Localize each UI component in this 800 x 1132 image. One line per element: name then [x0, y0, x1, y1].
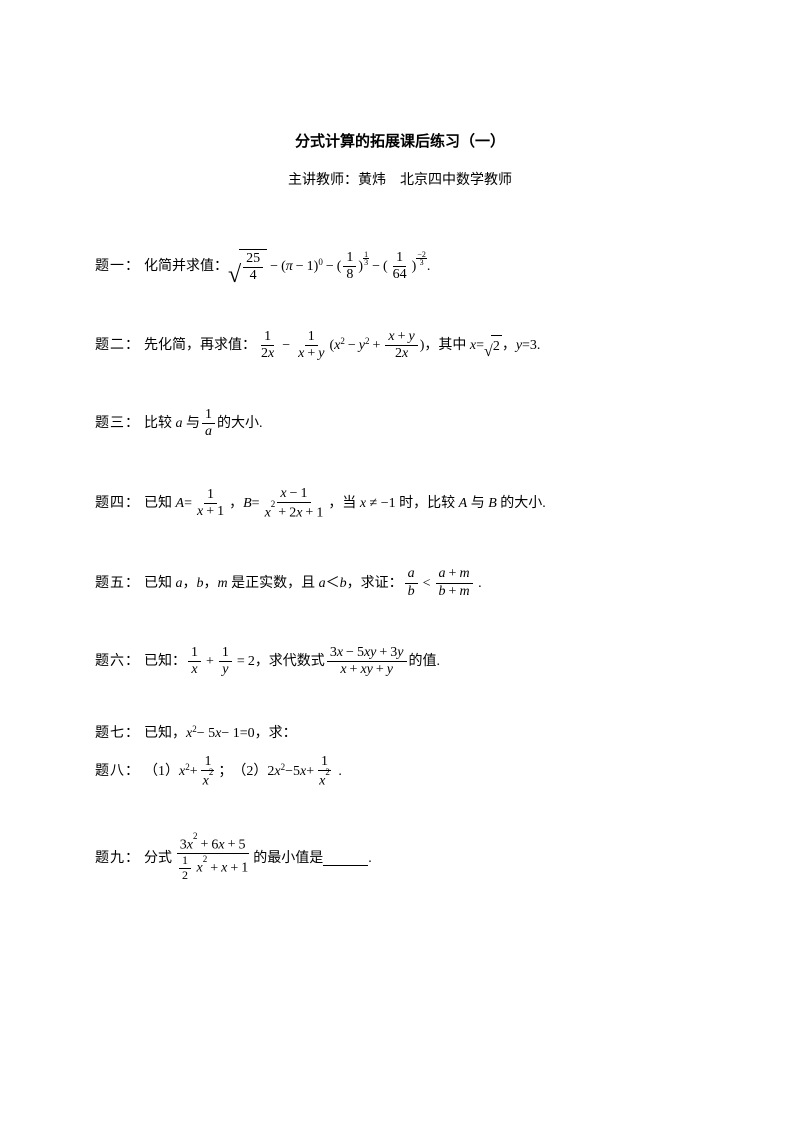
problem-5: 题五： 已知 a， b， m 是正实数，且 a ＜ b ，求证： ab < a+…	[95, 566, 705, 599]
problem-7: 题七： 已知， x2 − 5x − 1=0，求：	[95, 723, 705, 744]
problem-8: 题八： （1） x2+ 1x2 ； （2）2 x2 −5 x + 1x2 .	[95, 754, 705, 790]
value: x= √2	[466, 335, 501, 357]
page-title: 分式计算的拓展课后练习（一）	[95, 130, 705, 151]
problem-2: 题二： 先化简，再求值： 12x − 1x+y (x2 −y2 + x+y2x …	[95, 329, 705, 362]
problem-text: 比较	[144, 413, 172, 434]
value: y=3.	[516, 335, 541, 356]
expression: 12x − 1x+y (x2 −y2 + x+y2x )	[256, 329, 424, 362]
problem-text: 化简并求值：	[144, 256, 228, 277]
problem-label: 题九：	[95, 848, 140, 869]
page-subtitle: 主讲教师：黄炜 北京四中数学教师	[95, 169, 705, 189]
problem-label: 题二：	[95, 335, 140, 356]
problem-text: 先化简，再求值：	[144, 335, 256, 356]
problem-label: 题一：	[95, 256, 140, 277]
problem-label: 题四：	[95, 493, 140, 514]
answer-blank[interactable]	[323, 851, 368, 866]
problem-text: ，其中	[424, 335, 466, 356]
problem-1: 题一： 化简并求值： √ 254 − (π−1)0 − (18) 13 − (1…	[95, 249, 705, 284]
problem-3: 题三： 比较 a 与 1a 的大小.	[95, 407, 705, 440]
expression: √ 254 − (π−1)0 − (18) 13 − (164) −23 .	[228, 249, 430, 284]
worksheet-page: 分式计算的拓展课后练习（一） 主讲教师：黄炜 北京四中数学教师 题一： 化简并求…	[0, 0, 800, 968]
problem-label: 题八：	[95, 761, 140, 782]
problem-label: 题七：	[95, 723, 140, 744]
problem-4: 题四： 已知 A= 1x+1 ， B= x−1 x2+2x+1 ，当 x ≠ −…	[95, 486, 705, 522]
problem-9: 题九： 分式 3x2+6x+5 12 x2+x+1 的最小值是 .	[95, 835, 705, 883]
problem-label: 题六：	[95, 651, 140, 672]
problem-label: 题五：	[95, 573, 140, 594]
problem-label: 题三：	[95, 413, 140, 434]
problem-6: 题六： 已知： 1x + 1y =2 ，求代数式 3x−5xy+3y x+xy+…	[95, 645, 705, 678]
